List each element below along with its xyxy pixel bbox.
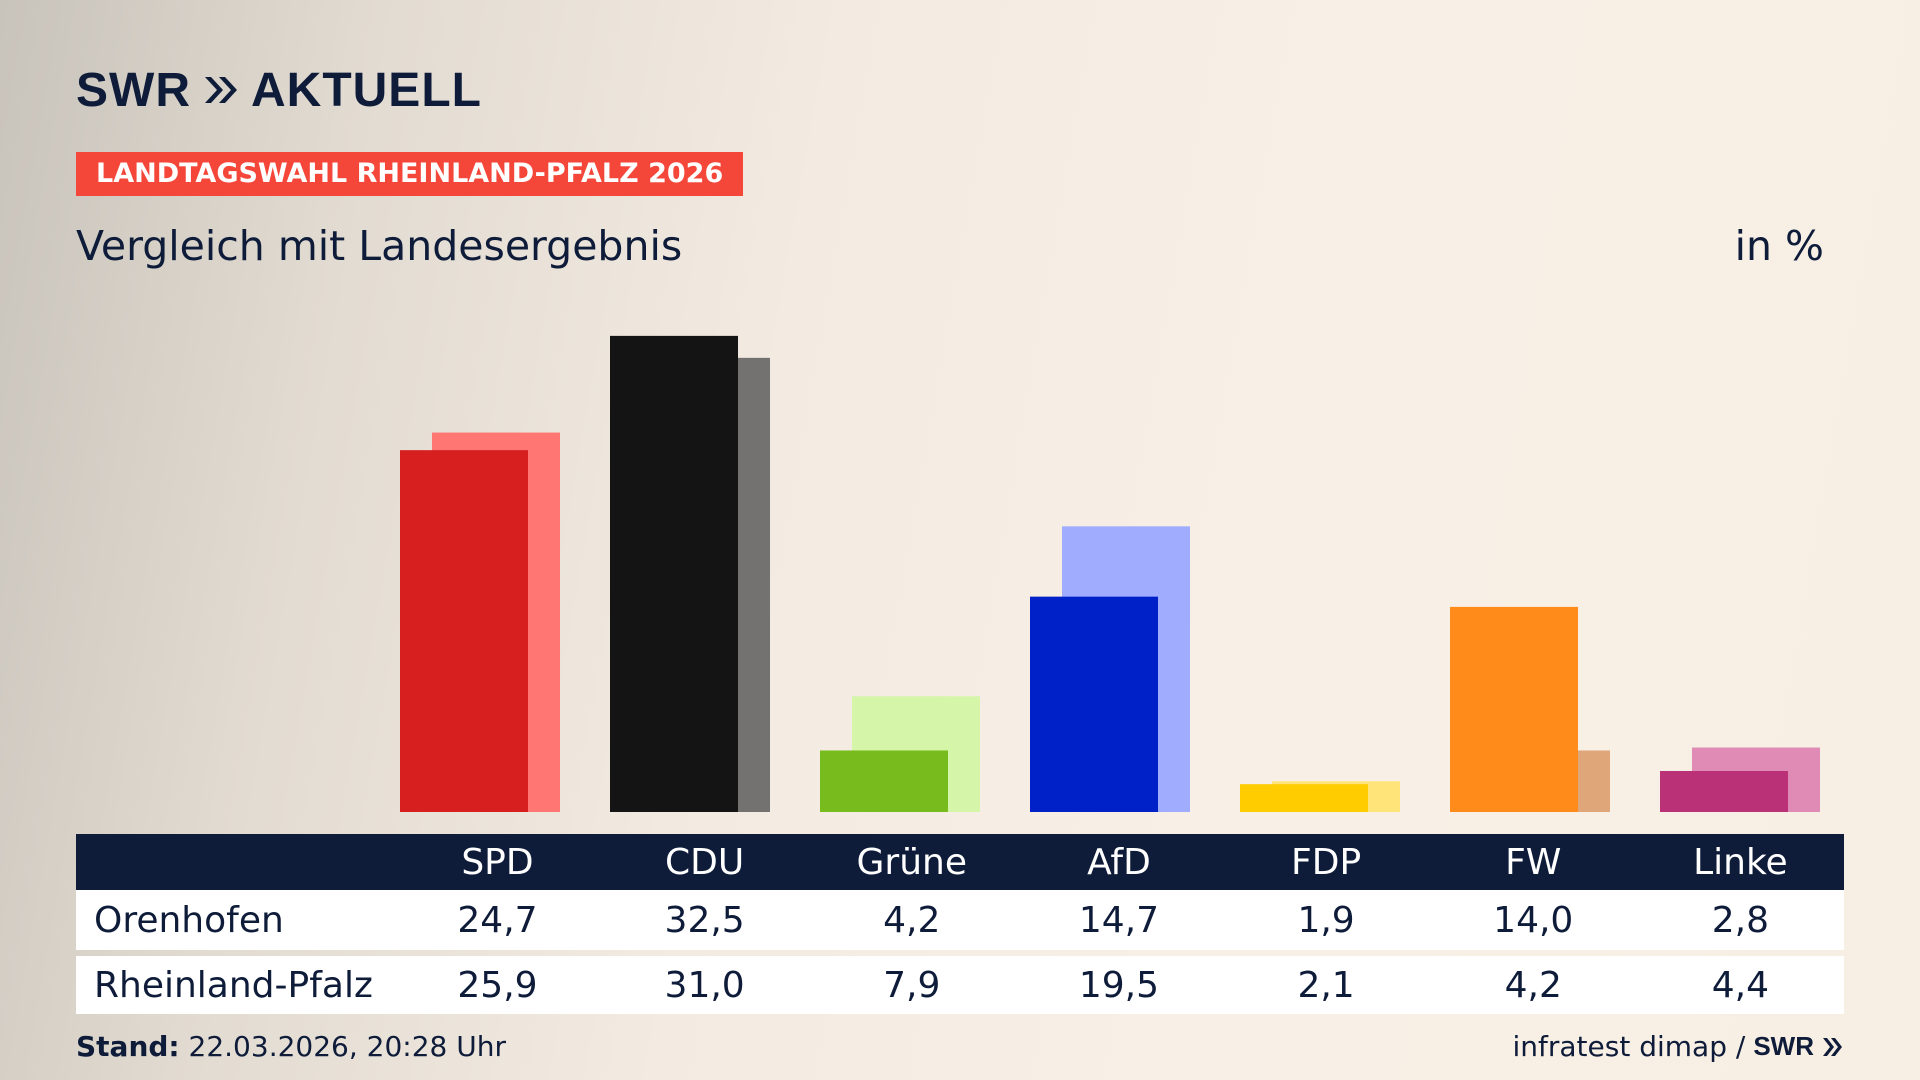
- bar-local-cdu: [610, 335, 738, 812]
- table-cell: 2,8: [1711, 899, 1770, 941]
- stand-value: 22.03.2026, 20:28 Uhr: [188, 1030, 506, 1063]
- table-header: SPD CDU Grüne AfD FDP FW Linke: [76, 834, 1844, 890]
- election-badge: LANDTAGSWAHL RHEINLAND-PFALZ 2026: [76, 152, 744, 196]
- unit-label: in %: [1734, 222, 1824, 270]
- bar-local-fw: [1450, 606, 1578, 812]
- table-cell: 14,0: [1493, 899, 1574, 941]
- table-cell: 32,5: [664, 899, 745, 941]
- column-header: SPD: [461, 841, 534, 883]
- table-cell: 2,1: [1297, 964, 1355, 1006]
- column-header: Linke: [1693, 841, 1788, 883]
- column-header: AfD: [1087, 841, 1151, 883]
- source-brand: SWR: [1753, 1031, 1814, 1061]
- column-header: Grüne: [856, 841, 968, 883]
- table-cell: 4,2: [1504, 964, 1562, 1006]
- column-header: FDP: [1291, 841, 1362, 883]
- table-row: Orenhofen 24,7 32,5 4,2 14,7 1,9 14,0 2,…: [76, 890, 1844, 950]
- bar-local-fdp: [1240, 784, 1368, 812]
- double-chevron-icon: [204, 77, 237, 103]
- table-cell: 14,7: [1078, 899, 1160, 941]
- bar-local-linke: [1660, 770, 1788, 812]
- table-cell: 4,2: [883, 899, 941, 941]
- table-cell: 31,0: [664, 964, 745, 1006]
- timestamp: Stand: 22.03.2026, 20:28 Uhr: [76, 1030, 506, 1063]
- bar-local-spd: [400, 450, 528, 812]
- column-header: FW: [1505, 841, 1562, 883]
- row-label: Rheinland-Pfalz: [94, 964, 373, 1006]
- table-cell: 1,9: [1297, 899, 1355, 941]
- results-table: SPD CDU Grüne AfD FDP FW Linke Orenhofen…: [76, 834, 1844, 1014]
- brand-suffix: AKTUELL: [250, 63, 482, 117]
- bar-local-grüne: [820, 750, 948, 812]
- swr-aktuell-logo: SWR AKTUELL: [76, 62, 482, 118]
- bar-local-afd: [1030, 596, 1158, 812]
- table-cell: 24,7: [457, 899, 538, 941]
- source-credit: infratest dimap / SWR: [1513, 1030, 1845, 1063]
- table-row: Rheinland-Pfalz 25,9 31,0 7,9 19,5 2,1 4…: [76, 956, 1844, 1014]
- stand-label: Stand:: [76, 1030, 180, 1063]
- bar-chart: [400, 335, 1820, 812]
- table-cell: 4,4: [1711, 964, 1770, 1006]
- chart-subtitle: Vergleich mit Landesergebnis: [76, 222, 683, 270]
- double-chevron-icon: [1823, 1037, 1842, 1056]
- row-label: Orenhofen: [94, 899, 284, 941]
- table-cell: 25,9: [457, 964, 538, 1006]
- column-header: CDU: [665, 841, 745, 883]
- brand-name: SWR: [76, 63, 191, 117]
- table-cell: 19,5: [1078, 964, 1160, 1006]
- source-text: infratest dimap /: [1512, 1030, 1746, 1063]
- table-cell: 7,9: [883, 964, 941, 1006]
